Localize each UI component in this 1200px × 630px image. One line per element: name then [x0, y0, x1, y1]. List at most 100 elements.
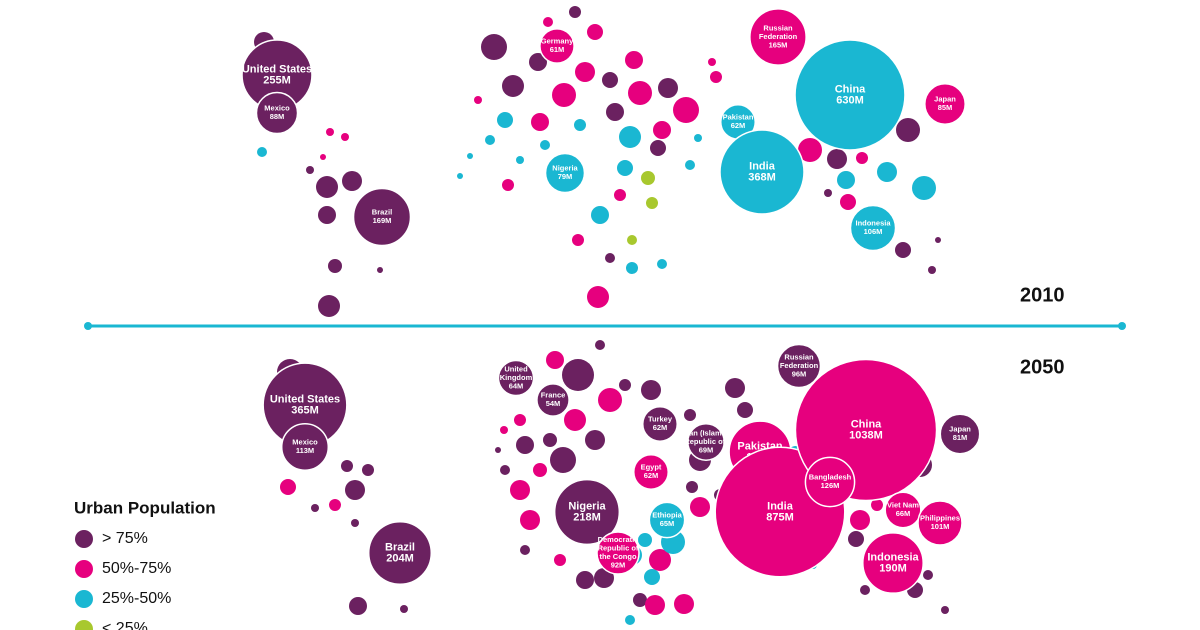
country-bubble — [917, 500, 963, 546]
country-name: Turkey — [648, 415, 673, 424]
country-name: Japan — [934, 95, 956, 104]
country-bubble — [633, 454, 669, 490]
bubble — [564, 409, 586, 431]
bubble — [595, 340, 605, 350]
country-value: 165M — [769, 40, 788, 49]
bubble — [533, 463, 547, 477]
bubble — [500, 426, 508, 434]
bubble — [576, 571, 594, 589]
country-bubble — [352, 187, 412, 247]
bubble — [516, 436, 534, 454]
country-bubble — [924, 83, 966, 125]
bubble — [280, 479, 296, 495]
bubble — [457, 173, 463, 179]
country-value: 81M — [953, 433, 968, 442]
country-name: Indonesia — [855, 219, 891, 228]
bubble — [514, 414, 526, 426]
bubble — [626, 262, 638, 274]
bubble — [633, 593, 647, 607]
bubble — [641, 171, 655, 185]
bubble — [674, 594, 694, 614]
bubble — [546, 351, 564, 369]
country-name: Iran (Islamic — [684, 428, 728, 437]
bubble — [502, 179, 514, 191]
bubble — [342, 171, 362, 191]
bubble — [502, 75, 524, 97]
bubble — [871, 499, 883, 511]
bubble — [326, 128, 334, 136]
bubble — [510, 480, 530, 500]
country-name: Viet Nam — [887, 501, 919, 510]
bubble — [686, 481, 698, 493]
legend-swatch — [75, 620, 93, 630]
country-value: 204M — [386, 552, 414, 564]
bubble — [516, 156, 524, 164]
bubble — [257, 147, 267, 157]
bubble — [895, 242, 911, 258]
country-name: Ethiopia — [652, 511, 682, 520]
bubble — [594, 568, 614, 588]
country-value: 365M — [291, 404, 319, 416]
bubble — [877, 162, 897, 182]
country-value: 66M — [896, 509, 911, 518]
bubble — [351, 519, 359, 527]
bubble — [550, 447, 576, 473]
bubble — [641, 380, 661, 400]
bubble — [552, 83, 576, 107]
country-bubble — [862, 532, 924, 594]
bubble — [824, 189, 832, 197]
bubble — [923, 570, 933, 580]
country-name: France — [541, 391, 566, 400]
bubble — [605, 253, 615, 263]
country-name: Philippines — [920, 514, 960, 523]
bubble — [896, 118, 920, 142]
country-name: the Congo — [599, 552, 636, 561]
country-bubble — [539, 28, 575, 64]
bubble — [585, 430, 605, 450]
country-value: 62M — [731, 121, 746, 130]
bubble — [653, 121, 671, 139]
background-bubbles — [254, 6, 949, 625]
bubble — [543, 17, 553, 27]
bubble — [520, 545, 530, 555]
country-value: 126M — [821, 481, 840, 490]
bubble — [320, 154, 326, 160]
year-label: 2050 — [1020, 356, 1065, 378]
country-bubble — [544, 152, 586, 194]
bubble — [587, 286, 609, 308]
legend-swatch — [75, 590, 93, 608]
bubble — [318, 206, 336, 224]
bubble — [328, 259, 342, 273]
country-bubble — [553, 478, 621, 546]
legend-swatch — [75, 530, 93, 548]
country-bubble — [776, 343, 822, 389]
bubble — [485, 135, 495, 145]
country-value: 54M — [546, 399, 561, 408]
country-name: Egypt — [641, 463, 662, 472]
bubble — [827, 149, 847, 169]
country-name: United States — [242, 63, 312, 75]
country-value: 106M — [864, 227, 883, 236]
legend-label: 25%-50% — [102, 590, 171, 607]
country-value: 96M — [792, 369, 807, 378]
country-name: Indonesia — [867, 551, 919, 563]
bubble — [554, 554, 566, 566]
legend-label: > 75% — [102, 530, 148, 547]
bubble — [474, 96, 482, 104]
country-name: Germany — [541, 37, 574, 46]
bubble — [569, 6, 581, 18]
bubble — [400, 605, 408, 613]
bubble — [575, 62, 595, 82]
legend: Urban Population > 75% 50%-75% 25%-50% < 25… — [74, 498, 216, 630]
bubble — [540, 140, 550, 150]
country-bubble — [497, 359, 535, 397]
country-bubble — [687, 423, 725, 461]
bubble — [481, 34, 507, 60]
bubble — [646, 197, 658, 209]
bubble — [531, 113, 549, 131]
country-name: Republic of) — [684, 437, 728, 446]
bubble — [850, 510, 870, 530]
country-name: Pakistan — [723, 113, 754, 122]
country-bubble — [255, 91, 299, 135]
